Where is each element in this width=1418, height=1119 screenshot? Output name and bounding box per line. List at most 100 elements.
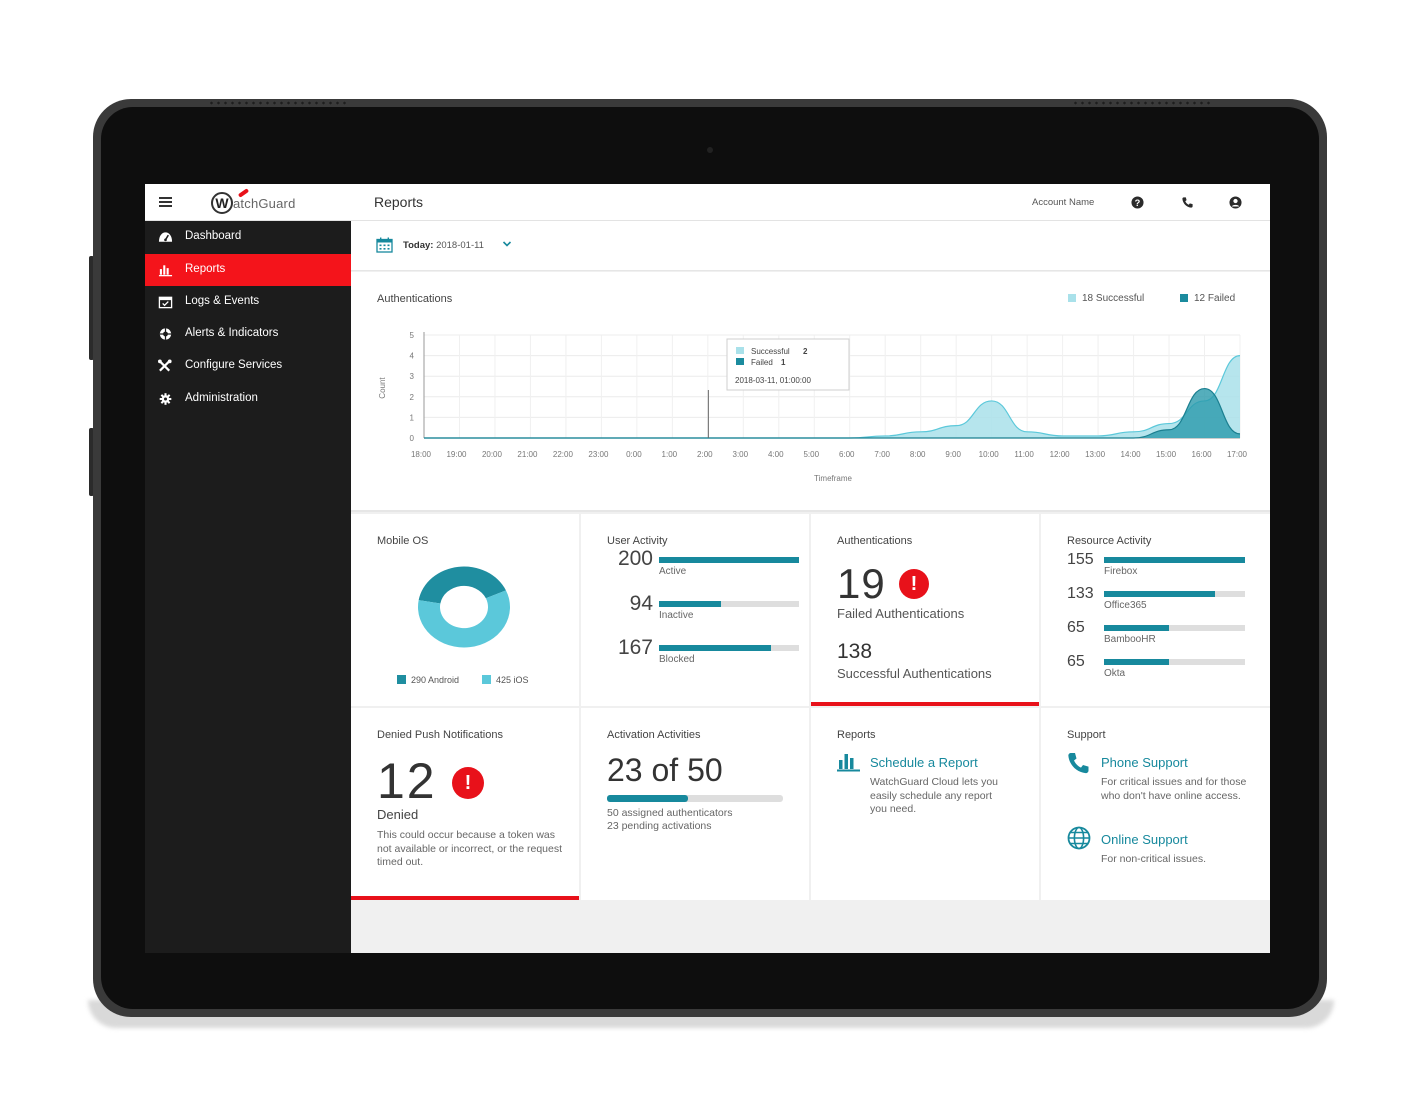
donut-slice-0 [418, 566, 506, 604]
card-title: Mobile OS [377, 535, 429, 547]
x-tick-label: 0:00 [626, 450, 642, 459]
x-tick-label: 4:00 [768, 450, 784, 459]
x-tick-label: 15:00 [1156, 450, 1177, 459]
tools-icon [158, 359, 172, 372]
legend-label: 18 Successful [1082, 293, 1145, 304]
firebox-count: 155 [1067, 551, 1094, 568]
account-name[interactable]: Account Name [1032, 197, 1095, 208]
logo-mark: W [211, 192, 233, 214]
bar-chart-icon [158, 265, 173, 277]
legend-failed[interactable]: 12 Failed [1180, 293, 1235, 304]
y-tick-label: 5 [410, 331, 415, 340]
sidebar-item-dashboard[interactable]: Dashboard [145, 221, 351, 253]
phone-support-description: For critical issues and for those who do… [1101, 776, 1247, 802]
sidebar-item-label: Configure Services [185, 359, 283, 371]
x-tick-label: 3:00 [733, 450, 749, 459]
mobile-os-card: Mobile OS 290 Android 425 iOS [351, 514, 579, 706]
main-content: Today: 2018-01-11 Authentications 18 Suc… [351, 221, 1270, 953]
firebox-bar-fill [1104, 557, 1245, 563]
date-filter[interactable]: Today: 2018-01-11 [403, 240, 484, 251]
x-tick-label: 23:00 [588, 450, 609, 459]
bamboohr-count: 65 [1067, 619, 1085, 636]
active-count: 200 [617, 547, 653, 570]
menu-icon[interactable] [159, 197, 172, 207]
calendar-icon[interactable] [376, 237, 393, 253]
y-tick-label: 3 [410, 372, 415, 381]
inactive-bar-fill [659, 601, 721, 607]
office365-bar-fill [1104, 591, 1216, 597]
tooltip-swatch [736, 358, 744, 365]
activation-bar-fill [607, 795, 688, 802]
denied-count: 12 [377, 753, 437, 809]
activation-line2: 23 pending activations [607, 820, 712, 832]
blocked-bar-fill [659, 645, 771, 651]
inactive-label: Inactive [659, 610, 694, 621]
brand-logo[interactable]: W atchGuard [211, 188, 311, 215]
chevron-down-icon[interactable] [502, 239, 512, 249]
denied-push-card[interactable]: Denied Push Notifications 12 ! Denied Th… [351, 708, 579, 900]
series-line-failed [424, 387, 1241, 439]
calendar-check-icon [158, 296, 173, 309]
legend-swatch [397, 675, 406, 684]
sidebar-item-label: Administration [185, 392, 258, 404]
activation-line1: 50 assigned authenticators [607, 807, 733, 819]
y-tick-label: 2 [410, 393, 415, 402]
card-title: Reports [837, 729, 876, 741]
x-tick-label: 19:00 [446, 450, 467, 459]
authentications-card[interactable]: Authentications 19 ! Failed Authenticati… [811, 514, 1039, 706]
resource-activity-card: Resource Activity 155 Firebox 133 Office… [1041, 514, 1270, 706]
online-support-link[interactable]: Online Support [1101, 832, 1188, 847]
legend-successful[interactable]: 18 Successful [1068, 293, 1144, 304]
screen: W atchGuard Reports Account Name ? Dashb… [145, 184, 1270, 953]
card-title: Support [1067, 729, 1106, 741]
sidebar-item-configure-services[interactable]: Configure Services [145, 350, 351, 382]
page-title: Reports [374, 194, 424, 210]
y-tick-label: 4 [410, 352, 415, 361]
legend-label: 425 iOS [496, 675, 529, 685]
tooltip-box [726, 338, 850, 391]
activation-headline: 23 of 50 [607, 752, 723, 788]
sidebar-item-administration[interactable]: Administration [145, 383, 351, 415]
alert-icon: ! [899, 569, 929, 599]
okta-bar [1104, 659, 1245, 665]
help-icon[interactable]: ? [1131, 196, 1144, 209]
sidebar-item-reports[interactable]: Reports [145, 254, 351, 286]
sidebar-item-logs-events[interactable]: Logs & Events [145, 286, 351, 318]
phone-icon[interactable] [1181, 196, 1194, 209]
phone-support-link[interactable]: Phone Support [1101, 755, 1188, 770]
dashboard-icon [158, 232, 173, 242]
blocked-count: 167 [617, 636, 653, 659]
firebox-label: Firebox [1104, 566, 1138, 577]
donut-slice-1 [418, 590, 510, 648]
x-tick-label: 14:00 [1121, 450, 1142, 459]
y-axis-label: Count [378, 377, 387, 399]
series-area-successful [424, 355, 1240, 438]
mobile-os-donut[interactable] [409, 560, 519, 654]
y-tick-label: 0 [410, 434, 415, 443]
failed-auth-label: Failed Authentications [837, 606, 965, 621]
card-title: Denied Push Notifications [377, 729, 503, 741]
office365-count: 133 [1067, 585, 1094, 602]
legend-label: 12 Failed [1194, 293, 1236, 304]
card-title: Authentications [837, 535, 913, 547]
alert-icon: ! [452, 767, 484, 799]
sidebar-item-label: Logs & Events [185, 295, 260, 307]
user-activity-card: User Activity 200 Active 94 Inactive 167… [581, 514, 809, 706]
bar-chart-icon [837, 754, 860, 772]
card-title: User Activity [607, 535, 668, 547]
schedule-report-link[interactable]: Schedule a Report [870, 755, 978, 770]
tooltip-failed-label: Failed [751, 358, 773, 367]
x-tick-label: 12:00 [1050, 450, 1071, 459]
blocked-label: Blocked [659, 654, 695, 665]
okta-count: 65 [1067, 653, 1085, 670]
phone-icon [1068, 753, 1089, 774]
user-icon[interactable] [1229, 196, 1242, 209]
x-tick-label: 8:00 [910, 450, 926, 459]
logo-text: atchGuard [233, 196, 296, 211]
x-tick-label: 13:00 [1085, 450, 1106, 459]
sidebar-item-alerts-indicators[interactable]: Alerts & Indicators [145, 318, 351, 350]
x-tick-label: 11:00 [1014, 450, 1034, 459]
reports-description: WatchGuard Cloud lets you easily schedul… [870, 776, 999, 815]
sidebar: Dashboard Reports Logs & Events [145, 221, 351, 953]
